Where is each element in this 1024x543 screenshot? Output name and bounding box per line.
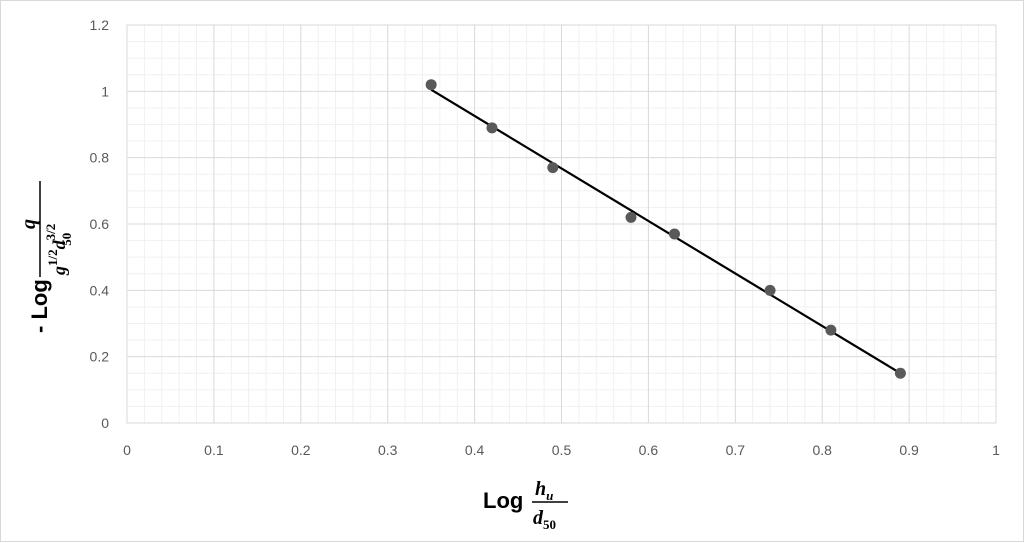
y-tick-label: 0.2: [90, 349, 110, 365]
x-tick-labels: 0 0.1 0.2 0.3 0.4 0.5 0.6 0.7 0.8 0.9 1: [123, 442, 1000, 458]
x-tick-label: 0.8: [812, 442, 832, 458]
y-axis-title-d-subscript: 50: [59, 233, 74, 246]
y-tick-label: 0.4: [90, 282, 110, 298]
data-point: [547, 162, 559, 174]
x-tick-label: 0: [123, 442, 131, 458]
trendline-group: [430, 88, 901, 375]
x-tick-label: 0.3: [378, 442, 398, 458]
y-tick-labels: 0 0.2 0.4 0.6 0.8 1 1.2: [90, 17, 110, 431]
x-axis-title-numerator-sub: u: [546, 488, 553, 503]
y-axis-title-prefix: - Log: [27, 279, 52, 333]
x-tick-label: 0.2: [291, 442, 311, 458]
data-point: [764, 284, 776, 296]
x-tick-label: 0.4: [465, 442, 485, 458]
x-axis-title: Log hu d50: [483, 478, 568, 532]
x-tick-label: 0.1: [204, 442, 224, 458]
y-axis-title-d-exponent: 3/2: [43, 224, 58, 241]
data-point: [894, 367, 906, 379]
trendline: [430, 88, 901, 375]
y-tick-label: 0: [101, 415, 109, 431]
x-axis-title-numerator: hu: [535, 478, 553, 503]
y-axis-title-numerator: q: [18, 219, 40, 229]
x-tick-label: 0.9: [899, 442, 919, 458]
y-tick-label: 1.2: [90, 17, 110, 33]
data-point: [825, 324, 837, 336]
data-point: [486, 122, 498, 134]
y-axis-title-g-exponent: 1/2: [45, 249, 60, 266]
x-tick-label: 1: [992, 442, 1000, 458]
y-axis-title-denominator: g1/2d3/250: [43, 224, 74, 276]
y-tick-label: 0.6: [90, 216, 110, 232]
x-axis-title-denominator: d50: [533, 507, 556, 532]
data-point: [425, 79, 437, 91]
y-tick-label: 1: [101, 83, 109, 99]
data-point: [668, 228, 680, 240]
data-point: [625, 211, 637, 223]
x-tick-label: 0.6: [639, 442, 659, 458]
x-axis-title-denominator-sub: 50: [543, 517, 556, 532]
major-gridlines: [126, 24, 997, 424]
y-tick-label: 0.8: [90, 150, 110, 166]
x-axis-title-prefix: Log: [483, 488, 523, 513]
x-tick-label: 0.7: [726, 442, 746, 458]
x-tick-label: 0.5: [552, 442, 572, 458]
y-axis-title: - Log q g1/2d3/250: [18, 181, 74, 333]
data-points: [425, 79, 906, 379]
